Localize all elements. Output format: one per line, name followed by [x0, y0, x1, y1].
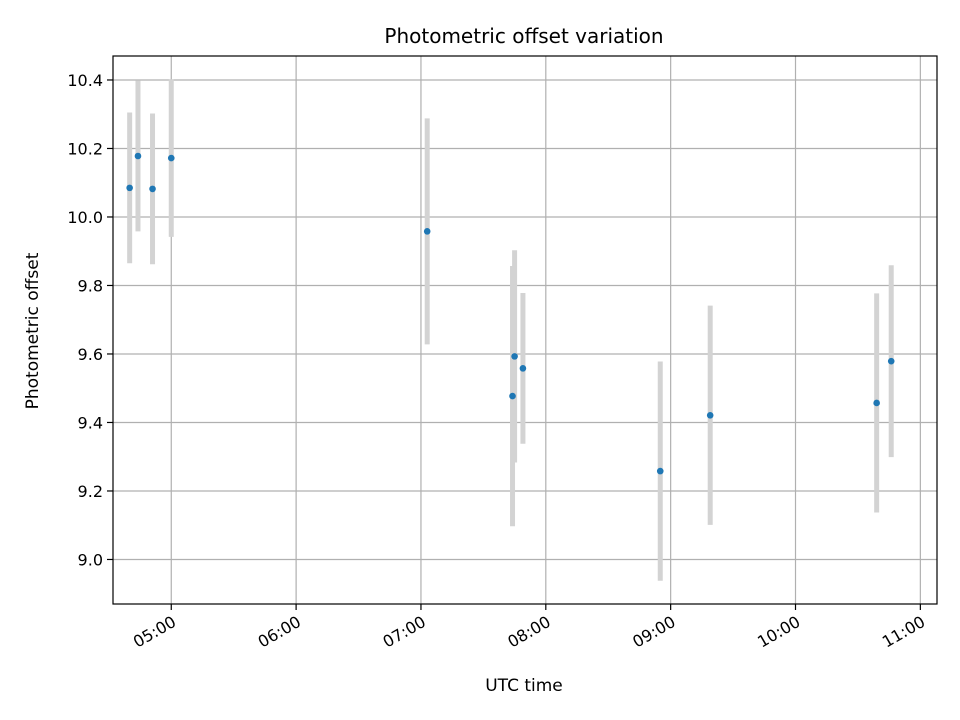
- plot-frame: [112, 55, 938, 605]
- data-point: [509, 392, 516, 400]
- y-axis-ticks: 9.0 9.2 9.4 9.6 9.8 10.0 10.2 10.4: [67, 71, 113, 569]
- y-tick-label: 10.2: [67, 139, 103, 158]
- y-tick-label: 9.4: [78, 413, 103, 432]
- data-point: [149, 185, 156, 193]
- y-tick-label: 9.8: [78, 276, 103, 295]
- data-point: [656, 467, 664, 475]
- x-tick-label: 08:00: [504, 612, 553, 652]
- data-point: [887, 357, 895, 365]
- error-bars: [127, 79, 894, 581]
- y-tick-label: 9.6: [78, 345, 103, 364]
- data-point: [134, 152, 142, 160]
- x-axis-ticks: 05:00 06:00 07:00 08:00 09:00 10:00 11:00: [130, 604, 928, 652]
- x-tick-label: 10:00: [754, 612, 803, 652]
- x-tick-label: 06:00: [255, 612, 304, 652]
- y-tick-label: 10.0: [67, 208, 103, 227]
- x-tick-label: 05:00: [130, 612, 179, 652]
- data-point: [126, 184, 133, 192]
- data-point: [167, 154, 175, 162]
- chart-title: Photometric offset variation: [384, 24, 663, 48]
- data-point: [511, 353, 518, 360]
- data-point: [519, 365, 527, 372]
- data-point: [706, 411, 714, 419]
- y-tick-label: 9.2: [78, 482, 103, 501]
- x-axis-label: UTC time: [485, 676, 563, 696]
- grid: [113, 56, 937, 604]
- y-tick-label: 9.0: [78, 550, 103, 569]
- data-point: [873, 399, 880, 407]
- y-tick-label: 10.4: [67, 71, 103, 90]
- data-point: [423, 228, 431, 235]
- x-tick-label: 11:00: [879, 612, 928, 652]
- y-axis-label: Photometric offset: [23, 252, 43, 409]
- data-points: [126, 152, 895, 475]
- x-tick-label: 09:00: [629, 612, 678, 652]
- x-tick-label: 07:00: [380, 612, 429, 652]
